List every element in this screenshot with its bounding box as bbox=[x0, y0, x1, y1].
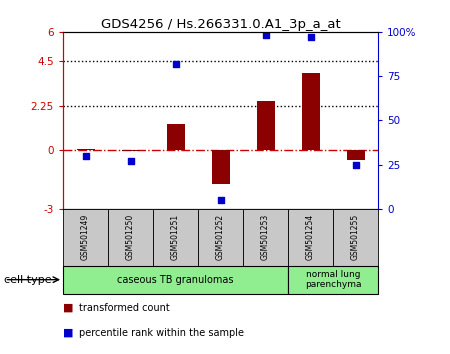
Bar bbox=[256, 101, 274, 150]
Bar bbox=[212, 150, 230, 184]
Point bbox=[307, 34, 314, 40]
Text: GSM501253: GSM501253 bbox=[261, 214, 270, 260]
Text: GSM501252: GSM501252 bbox=[216, 214, 225, 260]
Text: transformed count: transformed count bbox=[79, 303, 170, 313]
Point bbox=[127, 158, 134, 164]
Text: normal lung
parenchyma: normal lung parenchyma bbox=[305, 270, 361, 289]
Bar bbox=[63, 209, 108, 266]
Bar bbox=[346, 150, 364, 160]
Bar bbox=[198, 209, 243, 266]
Point bbox=[82, 153, 89, 159]
Text: GSM501249: GSM501249 bbox=[81, 214, 90, 260]
Point bbox=[217, 197, 224, 203]
Text: GSM501251: GSM501251 bbox=[171, 214, 180, 260]
Bar bbox=[243, 209, 288, 266]
Text: GSM501255: GSM501255 bbox=[351, 214, 360, 260]
Text: GSM501250: GSM501250 bbox=[126, 214, 135, 260]
Text: percentile rank within the sample: percentile rank within the sample bbox=[79, 328, 244, 338]
Bar bbox=[63, 266, 288, 294]
Bar bbox=[76, 149, 94, 150]
Bar bbox=[166, 124, 184, 150]
Title: GDS4256 / Hs.266331.0.A1_3p_a_at: GDS4256 / Hs.266331.0.A1_3p_a_at bbox=[101, 18, 340, 31]
Bar bbox=[108, 209, 153, 266]
Bar bbox=[153, 209, 198, 266]
Point bbox=[172, 61, 179, 67]
Bar bbox=[333, 209, 378, 266]
Text: cell type: cell type bbox=[4, 275, 52, 285]
Point bbox=[352, 162, 359, 167]
Text: ■: ■ bbox=[63, 328, 73, 338]
Text: ■: ■ bbox=[63, 303, 73, 313]
Text: caseous TB granulomas: caseous TB granulomas bbox=[117, 275, 234, 285]
Bar bbox=[302, 73, 319, 150]
Text: GSM501254: GSM501254 bbox=[306, 214, 315, 260]
Bar bbox=[122, 150, 140, 151]
Bar bbox=[288, 266, 378, 294]
Point bbox=[262, 33, 269, 38]
Bar bbox=[288, 209, 333, 266]
